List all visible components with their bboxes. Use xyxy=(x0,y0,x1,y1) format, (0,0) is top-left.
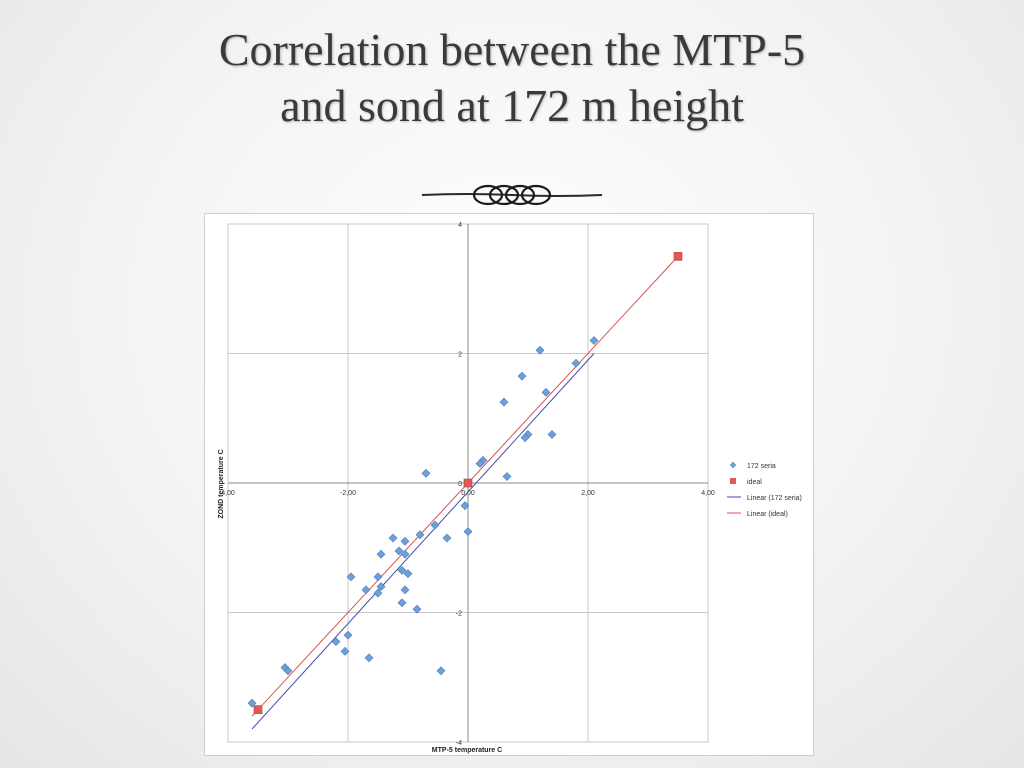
data-point-172-seria xyxy=(397,565,407,575)
x-axis-title: MTP-5 temperature C xyxy=(432,747,502,754)
legend-label: 172 seria xyxy=(747,463,776,470)
data-point-ideal xyxy=(673,252,683,261)
data-point-172-seria xyxy=(499,397,509,407)
data-point-ideal xyxy=(253,705,263,714)
y-tick-label: 4 xyxy=(458,222,462,229)
data-point-172-seria xyxy=(247,698,257,708)
data-point-172-seria xyxy=(331,637,341,647)
data-point-172-seria xyxy=(571,358,581,368)
data-point-172-seria xyxy=(463,527,473,536)
data-point-172-seria xyxy=(520,433,530,443)
y-tick-label: 2 xyxy=(458,352,462,359)
scatter-chart: ZOND temperature C MTP-5 temperature C 4… xyxy=(218,222,802,754)
y-tick-label: -2 xyxy=(456,611,462,618)
slide-title-line-2: and sond at 172 m height xyxy=(280,80,744,131)
data-point-172-seria xyxy=(421,468,431,478)
data-point-172-seria xyxy=(373,572,383,582)
data-point-172-seria xyxy=(361,585,371,595)
data-point-172-seria xyxy=(415,530,425,540)
title-flourish-ornament xyxy=(421,184,603,206)
data-point-172-seria xyxy=(430,520,440,530)
y-tick-label: -4 xyxy=(456,740,462,747)
data-point-172-seria xyxy=(340,646,350,656)
data-point-172-seria xyxy=(373,588,383,598)
data-point-172-seria xyxy=(400,585,410,595)
data-point-172-seria xyxy=(397,598,407,608)
data-point-172-seria xyxy=(403,569,413,579)
data-point-172-seria xyxy=(442,533,452,543)
legend-marker-ideal xyxy=(730,478,736,484)
legend-label: ideal xyxy=(747,479,762,486)
data-point-172-seria xyxy=(436,666,446,676)
trendline-172-seria xyxy=(251,353,595,730)
legend-label: Linear (ideal) xyxy=(747,511,788,518)
slide-title: Correlation between the MTP-5 and sond a… xyxy=(0,22,1024,134)
x-tick-label: 2,00 xyxy=(581,490,595,497)
data-point-172-seria xyxy=(283,666,293,676)
data-point-172-seria xyxy=(412,604,422,614)
slide-title-line-1: Correlation between the MTP-5 xyxy=(218,24,806,75)
data-point-172-seria xyxy=(547,430,557,439)
x-tick-label: 4,00 xyxy=(701,490,715,497)
data-point-172-seria xyxy=(541,387,551,397)
data-point-172-seria xyxy=(502,472,512,481)
data-point-172-seria xyxy=(343,630,353,640)
data-point-ideal xyxy=(463,478,473,488)
data-point-172-seria xyxy=(400,549,410,559)
data-point-172-seria xyxy=(376,582,386,592)
data-point-172-seria xyxy=(376,549,386,559)
data-point-172-seria xyxy=(364,653,374,663)
data-point-172-seria xyxy=(388,533,398,543)
data-point-172-seria xyxy=(346,572,356,582)
data-point-172-seria xyxy=(400,536,410,546)
chart-panel: ZOND temperature C MTP-5 temperature C 4… xyxy=(204,213,814,756)
data-point-172-seria xyxy=(535,345,545,355)
x-tick-label: 4,00 xyxy=(221,490,235,497)
y-tick-label: 0 xyxy=(458,481,462,488)
legend-label: Linear (172 seria) xyxy=(747,495,802,502)
legend-marker-172-seria xyxy=(729,461,737,469)
data-point-172-seria xyxy=(475,459,485,468)
data-point-172-seria xyxy=(517,371,527,381)
data-point-172-seria xyxy=(460,501,470,511)
data-point-172-seria xyxy=(394,546,404,556)
data-point-172-seria xyxy=(589,336,599,345)
x-tick-label: -2,00 xyxy=(340,490,356,497)
y-axis-title: ZOND temperature C xyxy=(218,449,225,518)
